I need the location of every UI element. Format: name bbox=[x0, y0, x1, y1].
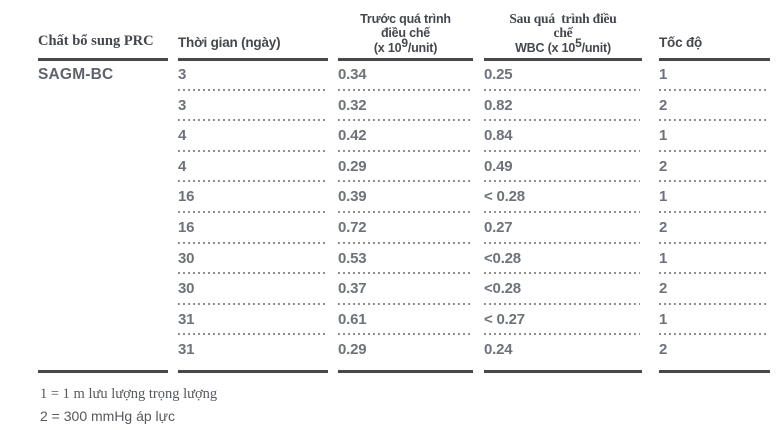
table-cell: 0.39 bbox=[338, 183, 473, 214]
table-cell: < 0.28 bbox=[484, 183, 642, 214]
table-cell: 0.29 bbox=[338, 153, 473, 184]
table-cell: 2 bbox=[659, 92, 770, 123]
table-cell: 0.34 bbox=[338, 61, 473, 92]
column-header-label: Tốc độ bbox=[659, 35, 703, 50]
table-cell: <0.28 bbox=[484, 275, 642, 306]
table-cell: <0.28 bbox=[484, 245, 642, 276]
table-cell: 0.61 bbox=[338, 306, 473, 337]
header-unit-line: (x 109/unit) bbox=[360, 36, 451, 56]
column-header-label: Chất bổ sung PRC bbox=[38, 33, 154, 49]
column-header-label: Thời gian (ngày) bbox=[178, 35, 281, 50]
column-header-speed: Tốc độ bbox=[659, 2, 770, 61]
unit-superscript: 5 bbox=[575, 35, 582, 50]
table-cell: 0.37 bbox=[338, 275, 473, 306]
table-cell: < 0.27 bbox=[484, 306, 642, 337]
table-cell bbox=[38, 275, 168, 306]
table-cell: 2 bbox=[659, 341, 668, 359]
table-cell: 4 bbox=[178, 122, 328, 153]
table-cell bbox=[38, 214, 168, 245]
column-time-days: Thời gian (ngày) 3 3 4 4 16 16 30 30 31 31 bbox=[178, 2, 328, 373]
table-cell: 0.32 bbox=[338, 92, 473, 123]
column-prc-additive: Chất bổ sung PRC SAGM-BC bbox=[38, 2, 168, 373]
column-body-time-days: 3 3 4 4 16 16 30 30 31 31 bbox=[178, 61, 328, 373]
table-cell: 3 bbox=[178, 92, 328, 123]
table-cell: 4 bbox=[178, 153, 328, 184]
header-line-2: điều chế bbox=[380, 26, 431, 40]
column-header-time-days: Thời gian (ngày) bbox=[178, 2, 328, 61]
table-cell: 0.27 bbox=[484, 214, 642, 245]
table-cell: 30 bbox=[178, 275, 328, 306]
column-before-processing: Trước quá trình điều chế (x 109/unit) 0.… bbox=[338, 2, 473, 373]
column-body-after-processing-wbc: 0.25 0.82 0.84 0.49 < 0.28 0.27 <0.28 <0.28 < 0.… bbox=[484, 61, 642, 373]
table-cell: 3 bbox=[178, 61, 328, 92]
column-after-processing-wbc: Sau quá trình điều chế WBC (x 105/unit) … bbox=[484, 2, 642, 373]
column-header-label: Sau quá trình điều chế WBC (x 105/unit) bbox=[509, 10, 617, 56]
table-cell bbox=[38, 245, 168, 276]
table-cell: 0.25 bbox=[484, 61, 642, 92]
column-body-prc-additive: SAGM-BC bbox=[38, 61, 168, 373]
footnote-1: 1 = 1 m lưu lượng trọng lượng bbox=[40, 386, 218, 402]
column-header-label: Trước quá trình điều chế (x 109/unit) bbox=[360, 12, 451, 56]
column-header-prc-additive: Chất bổ sung PRC bbox=[38, 2, 168, 61]
header-unit-line: WBC (x 105/unit) bbox=[509, 36, 616, 56]
unit-suffix: /unit) bbox=[581, 40, 612, 55]
unit-prefix: (x 10 bbox=[373, 40, 402, 55]
table-cell: 1 bbox=[659, 122, 770, 153]
table-cell bbox=[38, 306, 168, 337]
column-header-after-processing-wbc: Sau quá trình điều chế WBC (x 105/unit) bbox=[484, 2, 642, 61]
table-cell: 0.29 bbox=[338, 341, 367, 359]
column-header-before-processing: Trước quá trình điều chế (x 109/unit) bbox=[338, 2, 473, 61]
table-cell bbox=[38, 122, 168, 153]
table-cell: 0.49 bbox=[484, 153, 642, 184]
table-cell: 0.84 bbox=[484, 122, 642, 153]
table-cell: 1 bbox=[659, 245, 770, 276]
table-cell bbox=[38, 183, 168, 214]
table-cell bbox=[38, 92, 168, 123]
column-body-before-processing: 0.34 0.32 0.42 0.29 0.39 0.72 0.53 0.37 0.61 0.29 bbox=[338, 61, 473, 373]
footnote-2: 2 = 300 mmHg áp lực bbox=[40, 408, 176, 424]
table-cell: 31 bbox=[178, 341, 195, 359]
table-cell: 16 bbox=[178, 183, 328, 214]
table-cell: 1 bbox=[659, 183, 770, 214]
header-line-2: chế bbox=[553, 25, 573, 40]
table-cell: 1 bbox=[659, 61, 770, 92]
table-cell bbox=[38, 153, 168, 184]
table-cell: 0.82 bbox=[484, 92, 642, 123]
unit-suffix: /unit) bbox=[407, 40, 438, 55]
unit-superscript: 9 bbox=[401, 35, 408, 50]
table-cell bbox=[38, 336, 168, 367]
table-cell: 0.72 bbox=[338, 214, 473, 245]
table-cell: 0.42 bbox=[338, 122, 473, 153]
table-cell: 30 bbox=[178, 245, 328, 276]
table-cell: 0.24 bbox=[484, 341, 513, 359]
header-line-1: Trước quá trình bbox=[360, 11, 451, 26]
table-cell: 1 bbox=[659, 306, 770, 337]
table-cell: 2 bbox=[659, 214, 770, 245]
table-cell: 2 bbox=[659, 153, 770, 184]
table-cell: 0.53 bbox=[338, 245, 473, 276]
table-cell: 16 bbox=[178, 214, 328, 245]
table-cell: 2 bbox=[659, 275, 770, 306]
unit-prefix: WBC (x 10 bbox=[515, 40, 576, 55]
table-cell: 31 bbox=[178, 306, 328, 337]
header-line-1: Sau quá trình điều bbox=[509, 10, 617, 26]
table-cell: SAGM-BC bbox=[38, 66, 114, 83]
